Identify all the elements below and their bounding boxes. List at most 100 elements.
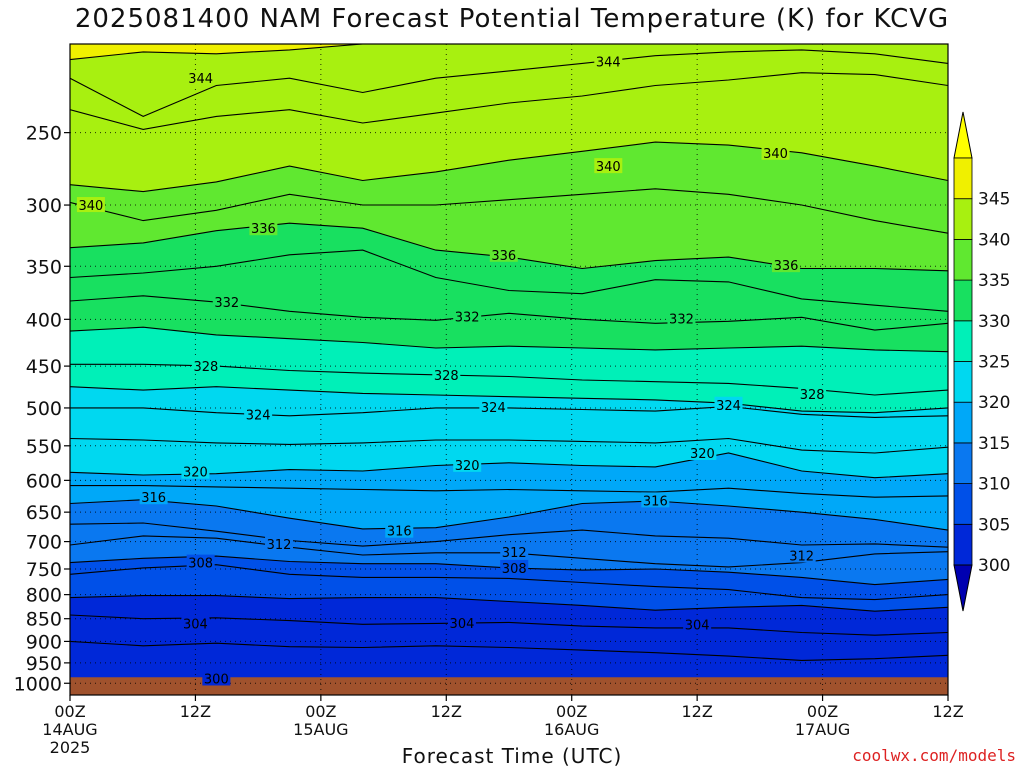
contour-label: 316 — [141, 491, 166, 506]
colorbar-swatch-305 — [953, 483, 973, 525]
contour-label: 332 — [455, 310, 480, 325]
contour-label-bg — [594, 158, 623, 174]
y-tick-label: 600 — [26, 470, 62, 492]
isentrope-314 — [70, 522, 948, 548]
isentrope-322 — [70, 437, 948, 454]
contour-label: 320 — [690, 447, 715, 462]
contour-label-bg — [76, 197, 105, 213]
contour-label: 316 — [387, 525, 412, 540]
isentrope-326 — [70, 386, 948, 414]
contour-label: 304 — [450, 617, 475, 632]
colorbar-swatch-320 — [953, 361, 973, 403]
isentrope-306 — [70, 595, 948, 612]
contour-label-bg — [761, 144, 790, 160]
isentrope-302 — [70, 640, 948, 661]
contour-label: 308 — [188, 557, 213, 572]
contour-label-bg — [265, 535, 294, 551]
colorbar-swatch-310 — [953, 442, 973, 484]
contour-label: 320 — [183, 466, 208, 481]
contour-label-bg — [667, 310, 696, 326]
y-tick-label: 400 — [26, 309, 62, 331]
x-tick-label: 17AUG — [795, 720, 850, 739]
contour-label-bg — [641, 492, 670, 508]
isentrope-342 — [70, 72, 948, 130]
potential-temperature-bands — [70, 44, 948, 695]
contour-label-bg — [489, 246, 518, 262]
credit-text: coolwx.com/models — [852, 746, 1016, 765]
colorbar-swatch-335 — [953, 238, 973, 281]
contour-label-bg — [385, 522, 414, 538]
x-tick-label: 12Z — [431, 702, 462, 721]
x-tick-label: 16AUG — [544, 720, 599, 739]
y-tick-label: 350 — [26, 256, 62, 278]
contour-label: 324 — [481, 401, 506, 416]
y-tick-label: 900 — [26, 631, 62, 653]
colorbar-label: 320 — [978, 393, 1010, 413]
contour-label: 304 — [685, 618, 710, 633]
contour-label-bg — [594, 53, 623, 69]
y-tick-label: 1000 — [14, 673, 62, 695]
contour-label-bg — [186, 70, 215, 86]
colorbar-label: 345 — [978, 190, 1010, 210]
y-tick-label: 550 — [26, 436, 62, 458]
contour-label-bg — [683, 616, 712, 632]
colorbar-swatch-315 — [953, 401, 973, 444]
contour-label-bg — [479, 399, 508, 415]
contour-label: 324 — [246, 408, 271, 423]
contour-label-bg — [771, 257, 800, 273]
x-tick-label: 00Z — [54, 702, 85, 721]
contour-label-bg — [447, 614, 476, 630]
colorbar-swatch-325 — [953, 320, 973, 362]
x-tick-label: 00Z — [305, 702, 336, 721]
x-tick-label: 12Z — [932, 702, 963, 721]
isentrope-330 — [70, 326, 948, 353]
chart-title: 2025081400 NAM Forecast Potential Temper… — [74, 4, 950, 34]
x-axis-label: Forecast Time (UTC) — [401, 744, 623, 768]
colorbar-swatch-300 — [953, 523, 973, 566]
contour-label: 312 — [502, 546, 527, 561]
y-tick-label: 850 — [26, 609, 62, 631]
y-tick-label: 950 — [26, 653, 62, 675]
contour-label: 316 — [643, 494, 668, 509]
contour-label-bg — [500, 544, 529, 560]
contour-label: 304 — [183, 617, 208, 632]
isentrope-contours — [70, 44, 948, 661]
isentrope-318 — [70, 485, 948, 498]
isentrope-304 — [70, 614, 948, 636]
ground-fill — [70, 677, 948, 695]
ground-surface — [70, 677, 948, 695]
isentrope-346 — [70, 44, 948, 61]
contour-label-bg — [453, 308, 482, 324]
y-tick-label: 250 — [26, 123, 62, 145]
y-tick-label: 300 — [26, 195, 62, 217]
contour-label: 320 — [455, 459, 480, 474]
contour-label: 332 — [669, 312, 694, 327]
contour-label: 328 — [800, 388, 825, 403]
contour-label: 336 — [491, 249, 516, 264]
colorbar-label: 330 — [978, 312, 1010, 332]
contour-label: 340 — [763, 147, 788, 162]
contour-label-bg — [787, 547, 816, 563]
isentrope-338 — [70, 188, 948, 234]
contour-label-bg — [186, 554, 215, 570]
contour-label-bg — [714, 396, 743, 412]
isentrope-320 — [70, 452, 948, 479]
colorbar-swatch-345 — [953, 157, 973, 200]
y-tick-label: 650 — [26, 502, 62, 524]
colorbar-label: 335 — [978, 271, 1010, 291]
y-tick-label: 750 — [26, 559, 62, 581]
contour-label-bg — [432, 366, 461, 382]
contour-label-bg — [244, 406, 273, 422]
colorbar-label: 315 — [978, 434, 1010, 454]
contour-label-bg — [181, 615, 210, 631]
contour-label: 336 — [251, 222, 276, 237]
contour-label: 340 — [596, 160, 621, 175]
plot-frame — [69, 43, 949, 696]
y-tick-label: 800 — [26, 585, 62, 607]
x-tick-label: 00Z — [556, 702, 587, 721]
contour-label-bg — [139, 489, 168, 505]
x-tick-label: 12Z — [180, 702, 211, 721]
colorbar-label: 340 — [978, 230, 1010, 250]
contour-label: 300 — [204, 672, 229, 687]
